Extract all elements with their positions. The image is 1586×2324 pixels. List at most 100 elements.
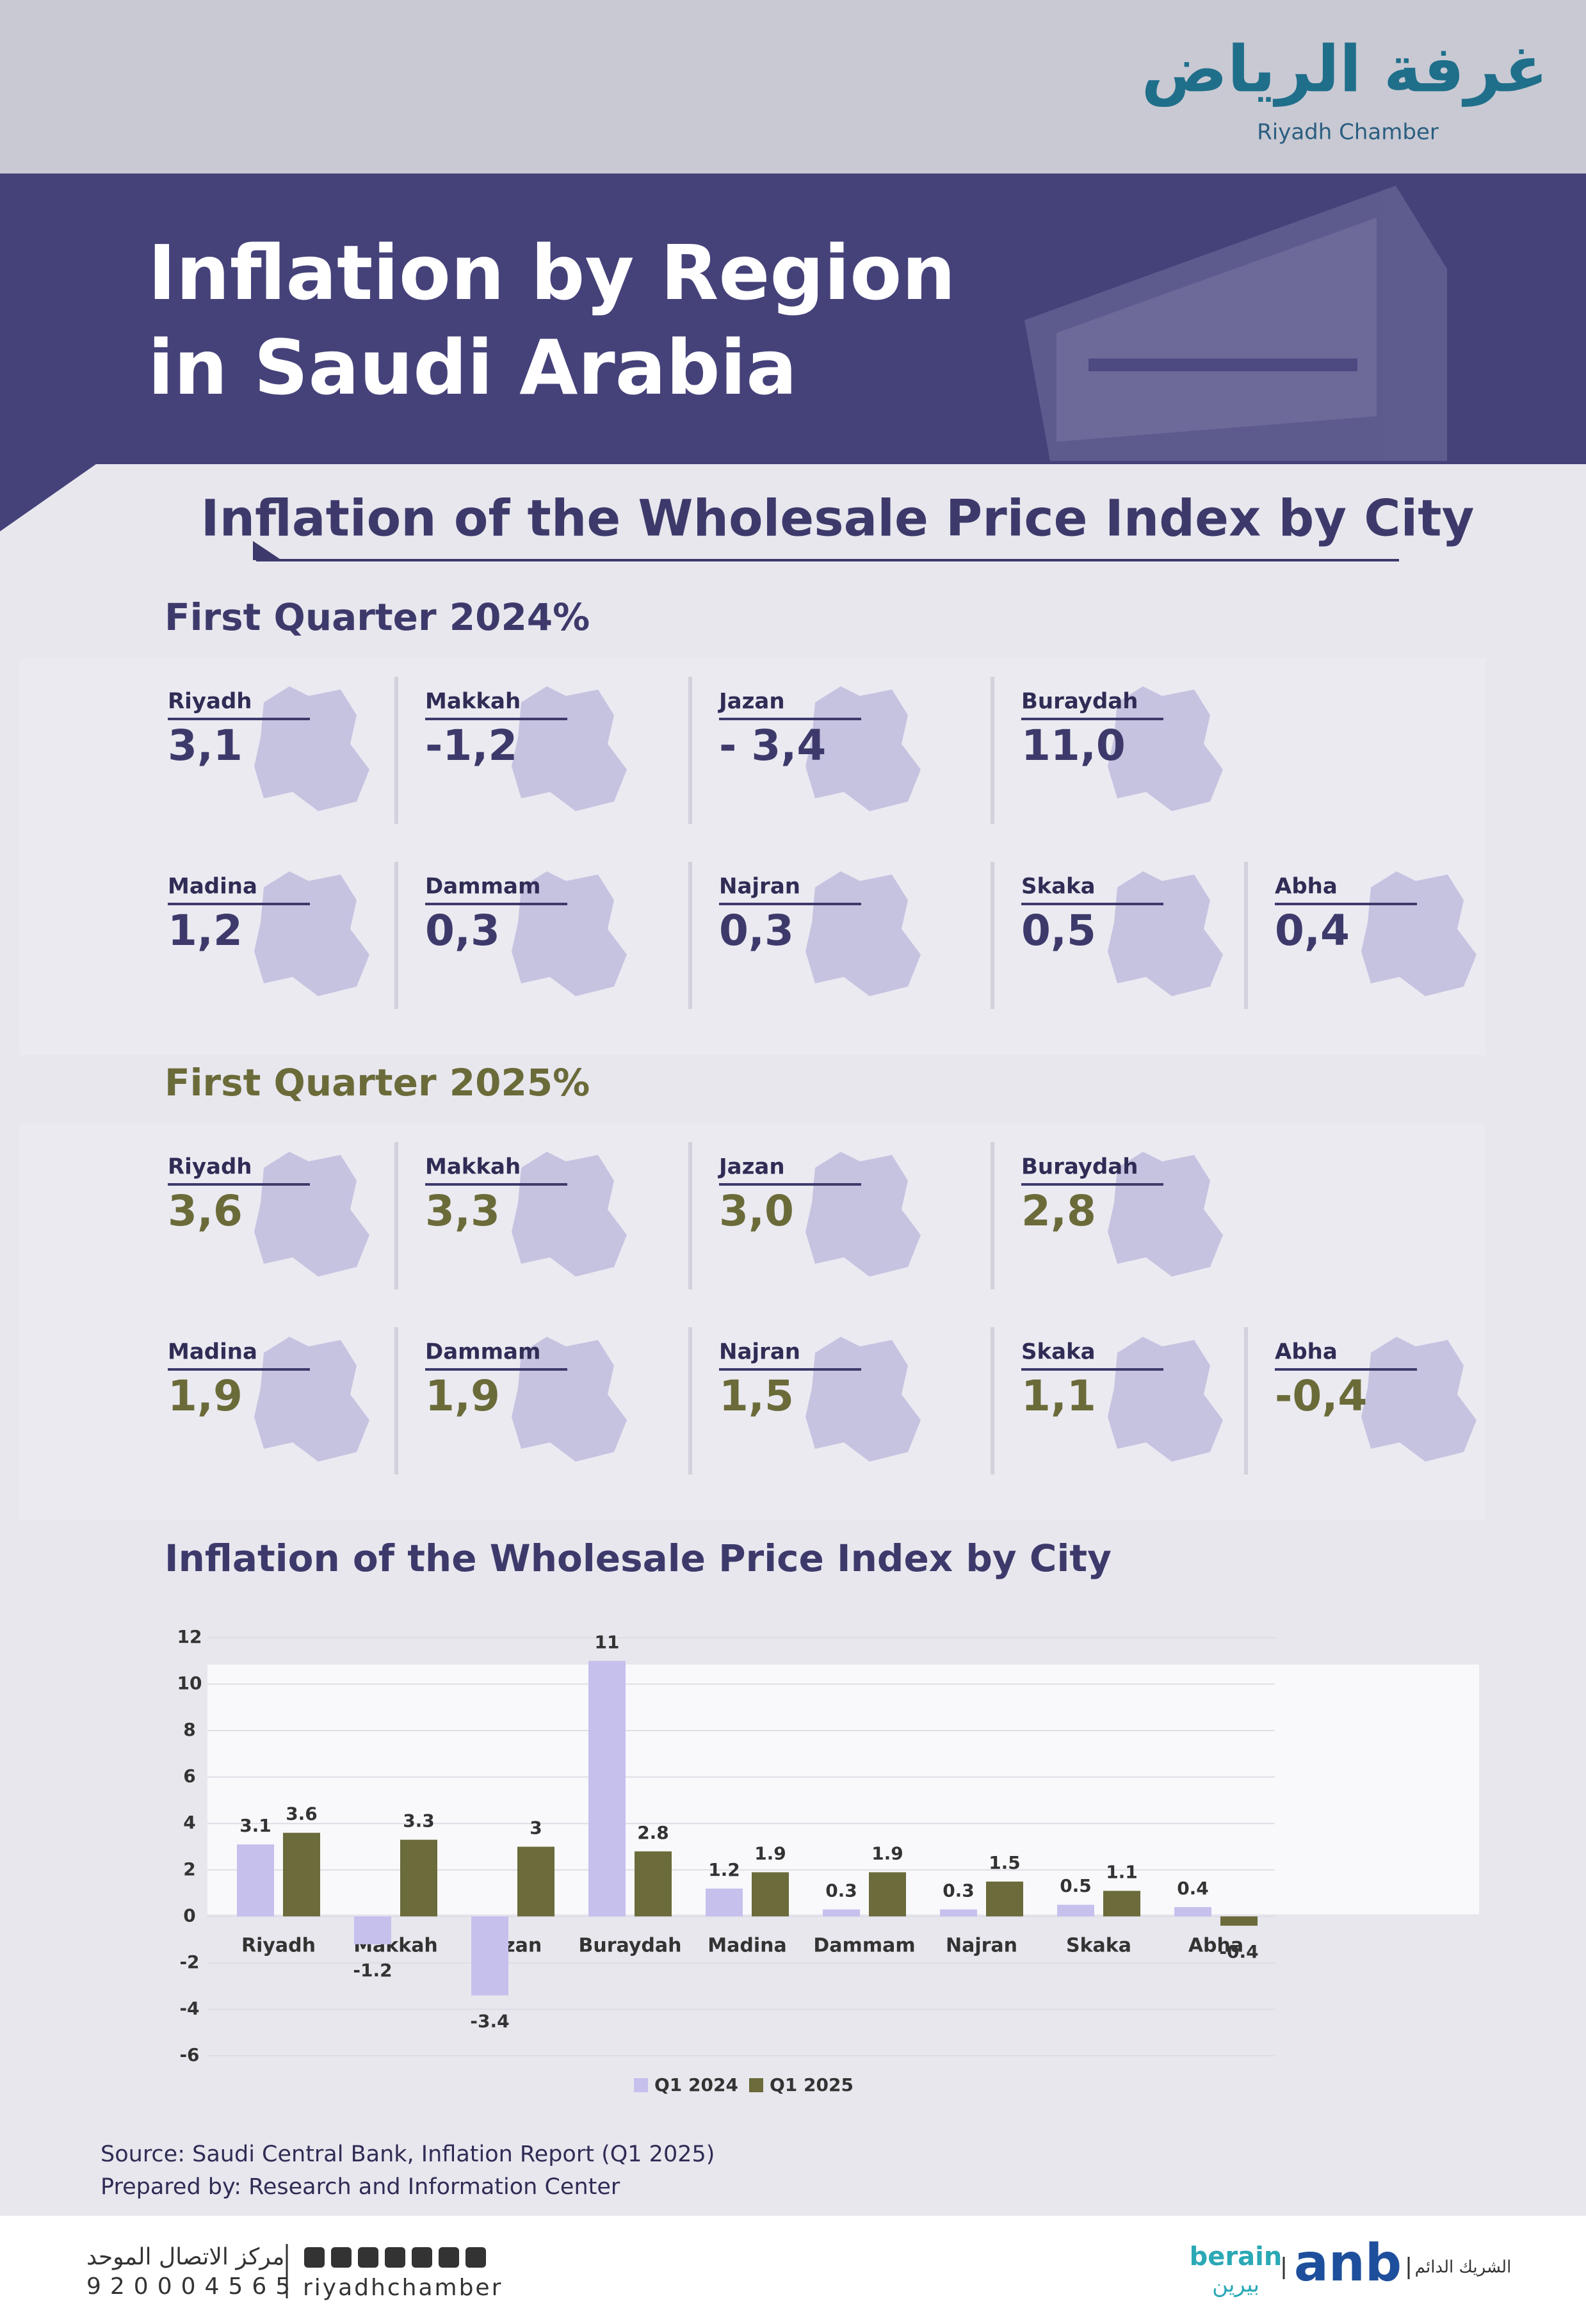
logo: Riyadh Chamber (1257, 120, 1439, 145)
city-name: Jazan (718, 689, 785, 714)
bar (1057, 1905, 1094, 1917)
quarter-title: First Quarter 2025% (165, 1061, 590, 1104)
y-tick-label: -2 (179, 1951, 199, 1973)
bar (940, 1909, 977, 1917)
banner-title: Inflation by Region (148, 229, 955, 317)
legend-swatch (749, 2078, 763, 2092)
partner-label: الشريك الدائم (1415, 2258, 1512, 2277)
city-name: Najran (719, 1339, 800, 1365)
city-value: - 3,4 (719, 721, 826, 770)
city-name: Riyadh (168, 1154, 252, 1180)
city-value: 0,3 (425, 906, 500, 955)
map-shape (1108, 871, 1223, 996)
data-label: 1.1 (1106, 1861, 1138, 1882)
chart-title: Inflation of the Wholesale Price Index b… (165, 1537, 1112, 1580)
city-name: Buraydah (1021, 689, 1138, 714)
map-shape (1361, 1337, 1477, 1462)
map-shape (512, 686, 627, 811)
x-tick-label: Najran (946, 1935, 1017, 1957)
bar (354, 1916, 391, 1944)
bar (752, 1872, 789, 1917)
bar (1220, 1916, 1258, 1926)
bar (517, 1846, 554, 1917)
data-label: 3 (530, 1818, 542, 1839)
bar (283, 1832, 320, 1917)
section-heading: Inflation of the Wholesale Price Index b… (201, 490, 1475, 547)
top-band (0, 0, 1586, 173)
legend-label: Q1 2025 (770, 2074, 854, 2095)
bar (471, 1916, 508, 1996)
city-name: Jazan (718, 1154, 785, 1180)
quarter-title: First Quarter 2024% (165, 595, 590, 639)
y-tick-label: 2 (183, 1859, 195, 1880)
y-tick-label: 8 (183, 1719, 195, 1740)
city-value: 1,5 (719, 1371, 794, 1421)
map-shape (512, 1337, 627, 1462)
city-value: 1,2 (168, 906, 243, 955)
city-name: Najran (719, 874, 800, 900)
logo-arabic: غرفة الرياض (1141, 31, 1548, 107)
city-name: Abha (1275, 1339, 1338, 1365)
city-value: 0,4 (1275, 906, 1350, 955)
bar (1174, 1907, 1211, 1917)
data-label: 11 (595, 1631, 620, 1652)
city-name: Makkah (425, 1154, 521, 1180)
partner-logo: anb (1294, 2233, 1402, 2293)
data-label: 1.9 (754, 1843, 786, 1864)
city-name: Abha (1275, 874, 1338, 900)
map-shape (805, 686, 921, 811)
city-name: Skaka (1021, 1339, 1096, 1365)
map-shape (254, 686, 369, 811)
chart-highlight (207, 1665, 1479, 1914)
map-shape (805, 1152, 921, 1277)
city-name: Dammam (425, 874, 540, 900)
source-line: Prepared by: Research and Information Ce… (101, 2174, 620, 2200)
footer-band (0, 2216, 1586, 2324)
data-label: 0.5 (1060, 1875, 1092, 1896)
data-label: 0.4 (1177, 1878, 1209, 1899)
city-value: 1,9 (168, 1371, 243, 1421)
bar (588, 1661, 626, 1917)
map-shape (805, 1337, 921, 1462)
building-graphic (1024, 186, 1447, 461)
city-value: 3,0 (719, 1186, 794, 1236)
data-label: -3.4 (470, 2011, 509, 2032)
x-tick-label: Dammam (813, 1935, 915, 1957)
map-shape (1361, 871, 1477, 996)
banner-title: in Saudi Arabia (148, 323, 797, 412)
map-shape (254, 871, 369, 996)
city-value: 0,3 (719, 906, 794, 955)
partner-logo: berain (1190, 2242, 1283, 2272)
banner-corner (0, 464, 96, 531)
y-tick-label: 0 (183, 1905, 195, 1926)
banner (0, 173, 1586, 464)
y-tick-label: -6 (179, 2044, 199, 2065)
data-label: 1.5 (989, 1852, 1021, 1873)
bar (635, 1851, 672, 1917)
city-name: Skaka (1021, 874, 1096, 900)
bar (706, 1888, 743, 1917)
city-value: 3,6 (168, 1186, 243, 1236)
data-label: 3.1 (239, 1815, 271, 1836)
legend-label: Q1 2024 (654, 2074, 738, 2095)
data-label: 3.6 (286, 1804, 318, 1825)
x-tick-label: Abha (1188, 1935, 1243, 1957)
x-tick-label: Buraydah (579, 1935, 682, 1957)
y-tick-label: 12 (177, 1626, 202, 1647)
bar (237, 1844, 274, 1917)
bar (869, 1872, 906, 1917)
phone: 920004565 (86, 2273, 299, 2300)
social-icons (304, 2247, 486, 2268)
handle: riyadhchamber (303, 2275, 503, 2301)
map-shape (512, 871, 627, 996)
map-shape (805, 871, 921, 996)
city-value: -0,4 (1275, 1371, 1367, 1421)
data-label: 3.3 (403, 1811, 435, 1832)
data-label: 1.2 (708, 1859, 740, 1880)
city-value: 2,8 (1021, 1186, 1096, 1236)
map-shape (254, 1152, 369, 1277)
city-value: 11,0 (1021, 721, 1126, 770)
map-shape (1108, 1337, 1223, 1462)
